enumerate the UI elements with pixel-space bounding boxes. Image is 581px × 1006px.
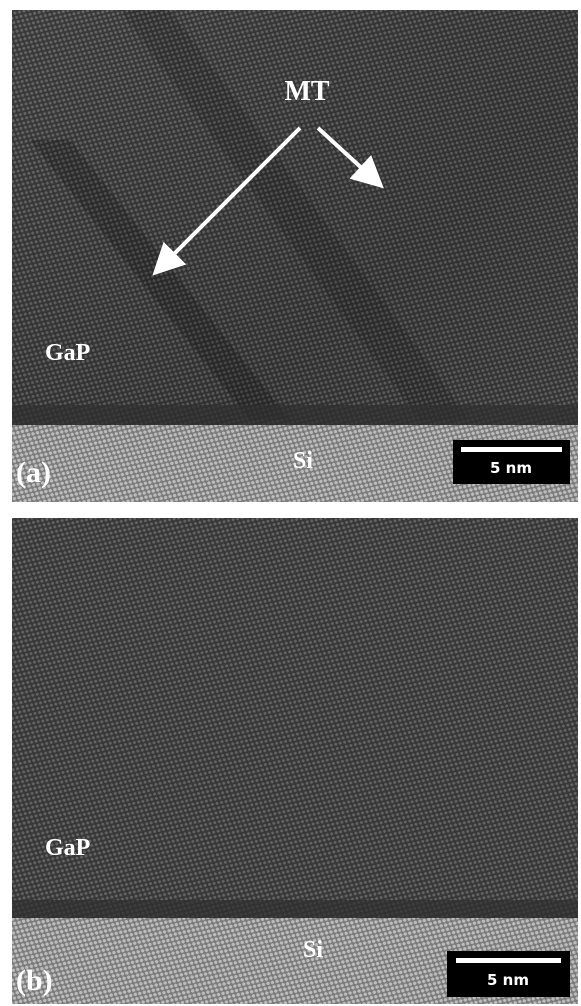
layer-label: GaP [45,835,90,861]
scale-bar [456,958,561,963]
annotation: MT [284,76,329,107]
interface [12,405,578,427]
arrow [316,126,384,189]
interface [12,900,578,920]
twin-band [120,10,470,420]
panel-a: MT GaP Si (a) 5 nm [12,10,578,502]
scale-bar-label: 5 nm [490,459,532,477]
layer-label: Si [303,937,323,963]
panel-b: GaP Si (b) 5 nm [12,518,578,1004]
layer-label: Si [293,448,313,474]
arrow [152,126,302,276]
scale-bar-label: 5 nm [487,971,529,989]
panel-label: (b) [16,964,53,997]
layer-label: GaP [45,340,90,366]
twin-band [30,140,290,420]
scale-bar [461,447,562,452]
panel-label: (a) [16,456,51,489]
